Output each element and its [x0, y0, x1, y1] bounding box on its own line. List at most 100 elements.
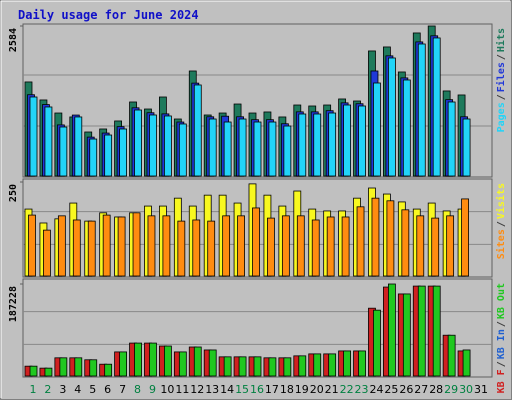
- bar: [222, 215, 231, 277]
- bar: [328, 112, 337, 177]
- x-tick-label: 6: [104, 383, 111, 396]
- bar: [59, 126, 68, 177]
- legend-entry: Files: [495, 62, 507, 92]
- x-tick-label: 19: [295, 383, 309, 396]
- legend-entry: KB Out: [496, 283, 507, 319]
- bar: [446, 215, 455, 277]
- bar: [447, 101, 456, 177]
- x-tick-label: 23: [355, 383, 369, 396]
- x-tick-label: 30: [459, 383, 473, 396]
- y-tick-label: 2584: [8, 28, 19, 52]
- legend-separator: /: [496, 361, 507, 367]
- bar: [44, 106, 53, 177]
- legend-separator: /: [496, 54, 507, 60]
- bar: [223, 121, 232, 177]
- bar: [431, 217, 440, 277]
- bar: [89, 138, 98, 177]
- bar: [283, 125, 292, 177]
- bar: [311, 219, 320, 277]
- bar: [29, 365, 38, 377]
- x-tick-label: 12: [190, 383, 204, 396]
- x-tick-label: 28: [429, 383, 443, 396]
- x-tick-label: 9: [149, 383, 156, 396]
- bar: [343, 104, 352, 177]
- x-tick-label: 18: [280, 383, 294, 396]
- bar: [104, 134, 113, 177]
- x-tick-label: 13: [205, 383, 219, 396]
- bar: [163, 345, 172, 377]
- x-tick-label: 4: [74, 383, 81, 396]
- bar: [207, 220, 216, 277]
- bar: [102, 214, 111, 277]
- bar: [401, 209, 410, 277]
- bar: [44, 367, 53, 377]
- bar: [253, 356, 262, 377]
- bar: [268, 121, 277, 177]
- x-tick-label: 27: [414, 383, 428, 396]
- bar: [134, 109, 142, 177]
- bar: [281, 215, 290, 277]
- legend-entry: Hits: [495, 28, 507, 52]
- bar: [28, 214, 36, 277]
- bar: [237, 215, 245, 277]
- bar: [417, 285, 426, 377]
- legend-entry: Pages: [496, 102, 507, 132]
- bar: [358, 105, 366, 177]
- bar: [57, 215, 66, 277]
- bar: [177, 220, 186, 277]
- bar: [162, 215, 171, 277]
- bar: [462, 349, 471, 377]
- bar: [373, 309, 381, 377]
- bar: [149, 114, 157, 177]
- x-tick-label: 11: [175, 383, 189, 396]
- y-tick-label: 187228: [8, 286, 19, 322]
- bar: [29, 96, 38, 177]
- x-tick-label: 26: [399, 383, 413, 396]
- x-tick-label: 10: [160, 383, 174, 396]
- x-tick-label: 20: [310, 383, 324, 396]
- legend: Sites / Visits: [495, 183, 507, 259]
- legend: Pages / Files / Hits: [495, 28, 507, 132]
- x-tick-label: 14: [220, 383, 234, 396]
- x-tick-label: 15: [235, 383, 249, 396]
- bar: [72, 219, 81, 277]
- bar: [163, 115, 172, 177]
- bar: [104, 363, 113, 377]
- bar: [192, 219, 201, 277]
- bar: [356, 206, 365, 277]
- bar: [386, 200, 395, 277]
- x-tick-label: 2: [44, 383, 51, 396]
- bar: [402, 79, 411, 177]
- x-tick-label: 16: [250, 383, 264, 396]
- bar: [252, 207, 260, 277]
- bar: [432, 37, 441, 177]
- x-tick-label: 25: [384, 383, 398, 396]
- bar: [268, 357, 277, 377]
- bar: [402, 293, 411, 377]
- bar: [149, 342, 157, 377]
- bar: [462, 118, 471, 177]
- x-tick-label: 3: [59, 383, 66, 396]
- bar: [283, 357, 292, 377]
- x-tick-label: 22: [340, 383, 354, 396]
- bar: [328, 353, 337, 377]
- x-tick-label: 17: [265, 383, 279, 396]
- y-tick-label: 250: [8, 184, 19, 202]
- bar: [178, 351, 187, 377]
- bar: [343, 350, 352, 377]
- bar: [147, 215, 156, 277]
- legend: KB F / KB In / KB Out: [496, 283, 507, 393]
- bar: [447, 334, 456, 377]
- x-tick-label: 5: [89, 383, 96, 396]
- legend-entry: KB F: [496, 369, 507, 393]
- bar: [417, 43, 426, 177]
- x-tick-label: 21: [325, 383, 339, 396]
- bar: [238, 356, 247, 377]
- bar: [59, 357, 68, 377]
- bar: [253, 121, 262, 177]
- bar: [74, 357, 83, 377]
- bar: [43, 229, 51, 277]
- bar: [296, 215, 305, 277]
- bar: [193, 84, 202, 177]
- bar: [387, 283, 396, 377]
